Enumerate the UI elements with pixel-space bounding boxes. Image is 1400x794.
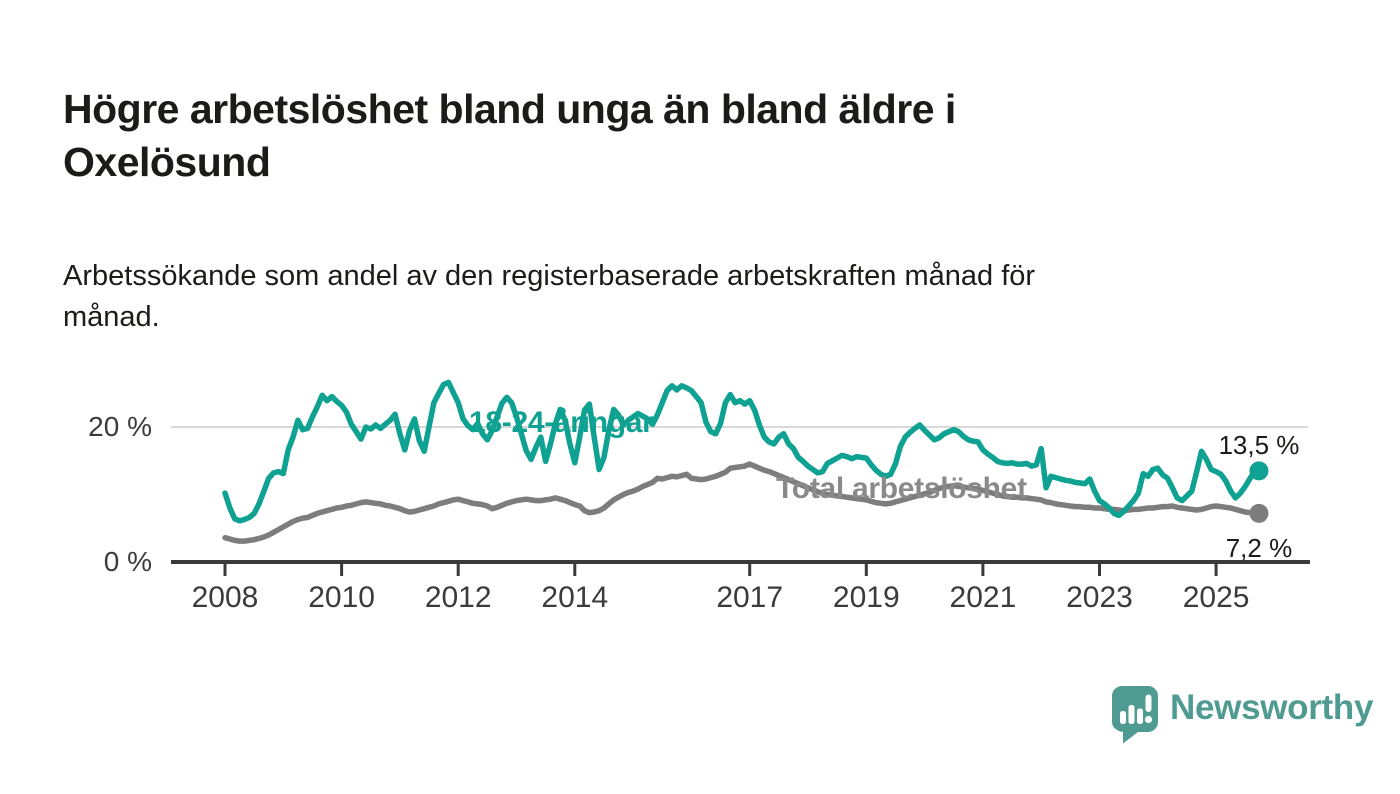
page-title: Högre arbetslöshet bland unga än bland ä… [63,83,956,189]
y-tick-label-0: 0 % [103,546,152,577]
series-label-total: Total arbetslöshet [776,472,1027,505]
y-tick-label-20: 20 % [88,411,152,442]
chart-subtitle-line2: månad. [63,301,160,333]
newsworthy-brand-name: Newsworthy [1170,688,1374,727]
series-label-youth: 18-24-åringar [469,406,654,439]
x-tick-label-2019: 2019 [832,581,900,614]
page-title-line2: Oxelösund [63,139,271,186]
newsworthy-logo-icon [1112,686,1158,744]
x-tick-label-2021: 2021 [949,581,1017,614]
series-line-Total arbetslöshet [222,461,1258,544]
chart-subtitle: Arbetssökande som andel av den registerb… [63,256,1035,338]
end-value-label-18-24-åringar: 13,5 % [1218,429,1300,460]
x-tick-label-2008: 2008 [191,581,259,614]
chart-subtitle-line1: Arbetssökande som andel av den registerb… [63,260,1036,292]
page-title-line1: Högre arbetslöshet bland unga än bland ä… [63,86,956,133]
end-dot-Total arbetslöshet [1249,503,1269,523]
newsworthy-brand: Newsworthy [1112,686,1373,744]
x-tick-label-2025: 2025 [1182,581,1250,614]
series-line-18-24-åringar [222,379,1258,524]
x-tick-label-2017: 2017 [716,581,784,614]
x-tick-label-2012: 2012 [424,581,492,614]
end-dot-18-24-åringar [1249,461,1269,481]
x-tick-label-2010: 2010 [308,581,375,614]
x-tick-label-2014: 2014 [541,581,609,614]
end-value-label-Total arbetslöshet: 7,2 % [1225,533,1293,564]
x-tick-label-2023: 2023 [1066,581,1133,614]
